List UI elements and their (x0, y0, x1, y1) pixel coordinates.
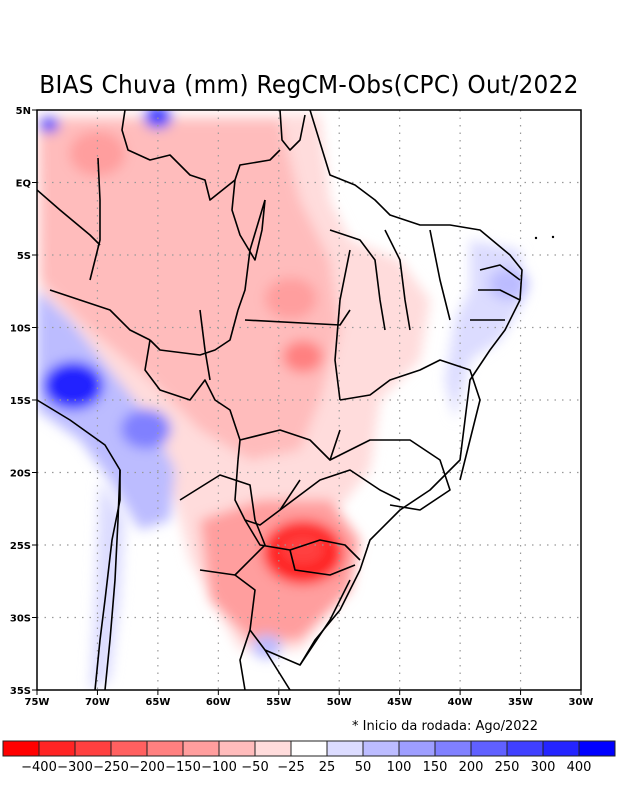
colorbar-swatch (362, 740, 400, 757)
bias-region-nw-amazon (69, 131, 126, 176)
lon-tick-label: 75W (25, 697, 50, 708)
bias-region-colombia-nw-corner (39, 116, 60, 133)
colorbar-swatch (110, 740, 148, 757)
colombia-brazil-border (89, 157, 101, 281)
island-dots (534, 235, 555, 240)
colorbar-swatch (434, 740, 472, 757)
colorbar-label: −300 (57, 760, 93, 775)
colorbar-swatch (542, 740, 580, 757)
uruguay-border (239, 629, 291, 690)
lat-tick-label: 15S (10, 396, 31, 407)
minas-border (329, 439, 451, 511)
colorbar-swatch (146, 740, 184, 757)
argentina-chile-border (104, 469, 121, 690)
atlantic-coastline (299, 110, 523, 666)
piaui-border (384, 229, 411, 331)
lon-tick-label: 55W (266, 697, 291, 708)
lon-tick-label: 50W (327, 697, 352, 708)
colorbar-label: 50 (355, 760, 372, 775)
lat-tick-label: EQ (16, 179, 31, 190)
colorbar-label: −100 (201, 760, 237, 775)
bolivia-brazil-border (144, 339, 241, 461)
ecuador-peru-border (37, 189, 101, 246)
colorbar-swatch (470, 740, 508, 757)
run-start-note: * Inicio da rodada: Ago/2022 (352, 719, 539, 734)
bias-region-uruguay (251, 634, 282, 659)
bias-region-central-amazon (176, 173, 237, 221)
ms-border (234, 459, 301, 526)
parana-border (244, 519, 361, 561)
colorbar-label: −400 (21, 760, 57, 775)
lat-tick-label: 30S (10, 614, 31, 625)
colorbar-swatch (398, 740, 436, 757)
sao-paulo-border (279, 469, 401, 511)
bias-region-para (264, 277, 317, 320)
tocantins-border (334, 249, 351, 401)
lon-tick-label: 65W (145, 697, 170, 708)
field-positive-northeast (445, 240, 525, 420)
colorbar-swatch (290, 740, 328, 757)
colorbar-label: 150 (423, 760, 448, 775)
bias-field (37, 110, 529, 690)
maranhao-border (329, 229, 386, 331)
bias-region-mato-grosso (282, 340, 323, 373)
colorbar-swatch (326, 740, 364, 757)
field-positive-andes (37, 290, 175, 530)
para-mt-border (244, 309, 351, 326)
lat-tick-label: 10S (10, 324, 31, 335)
lon-tick-label: 40W (448, 697, 473, 708)
country-state-borders (37, 110, 523, 690)
colorbar-label: −250 (93, 760, 129, 775)
colorbar: −400 −300 −250 −200 −150 −100 −50 −25 25 50 100 150… (2, 740, 616, 775)
colorbar-label: 100 (387, 760, 412, 775)
colorbar-label: −200 (129, 760, 165, 775)
lat-tick-label: 35S (10, 686, 31, 697)
bias-core-andes (53, 375, 82, 396)
colorbar-label: 25 (319, 760, 336, 775)
bahia-border (339, 359, 481, 481)
lon-tick-label: 35W (508, 697, 533, 708)
lat-tick-label: 5S (17, 251, 31, 262)
santa-catarina-border (289, 549, 356, 576)
bias-region-bolivian-andes (120, 409, 171, 449)
lat-tick-label: 5N (16, 106, 31, 117)
northeast-states-borders (429, 229, 521, 321)
colorbar-swatch (254, 740, 292, 757)
acre-rondonia-border (149, 309, 239, 356)
lon-tick-label: 45W (387, 697, 412, 708)
peru-brazil-border (49, 289, 151, 341)
goias-border (239, 429, 341, 461)
colorbar-swatch (218, 740, 256, 757)
rondonia-mt-border (199, 309, 211, 381)
pacific-coastline (37, 399, 121, 690)
colorbar-label: −50 (241, 760, 268, 775)
colorbar-swatch (182, 740, 220, 757)
lon-tick-label: 70W (85, 697, 110, 708)
lon-tick-label: 60W (206, 697, 231, 708)
lat-tick-label: 25S (10, 541, 31, 552)
guyana-border (231, 179, 266, 261)
bias-region-northeast-coast (488, 268, 529, 300)
suriname-border (279, 110, 306, 151)
lat-tick-label: 20S (10, 469, 31, 480)
colorbar-label: 300 (531, 760, 556, 775)
colorbar-label: 200 (459, 760, 484, 775)
colorbar-label: −25 (277, 760, 304, 775)
colorbar-swatch (38, 740, 76, 757)
amazonas-para-border (237, 199, 266, 311)
colorbar-swatch (578, 740, 616, 757)
lon-tick-label: 30W (569, 697, 594, 708)
colorbar-label: −150 (165, 760, 201, 775)
colorbar-swatch (506, 740, 544, 757)
venezuela-brazil-border (121, 110, 281, 201)
bias-region-venezuela-border (143, 110, 172, 129)
chart-title: BIAS Chuva (mm) RegCM-Obs(CPC) Out/2022 (39, 70, 579, 99)
colorbar-swatch (2, 740, 40, 757)
colorbar-label: 400 (567, 760, 592, 775)
colorbar-label: 250 (495, 760, 520, 775)
colorbar-swatch (74, 740, 112, 757)
